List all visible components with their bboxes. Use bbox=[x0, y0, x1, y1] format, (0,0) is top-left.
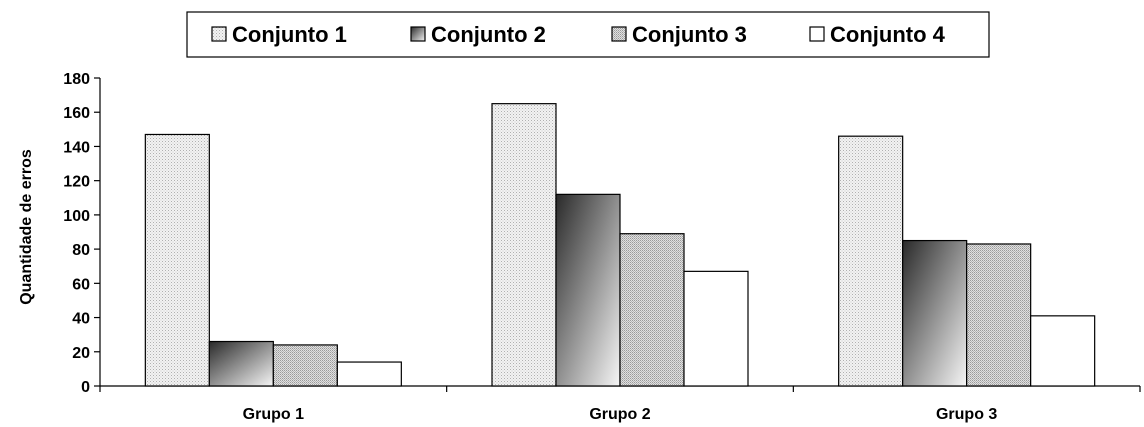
y-axis-title: Quantidade de erros bbox=[18, 149, 35, 305]
x-category-label: Grupo 2 bbox=[589, 406, 650, 423]
legend-swatch bbox=[211, 26, 227, 42]
legend-swatch bbox=[809, 26, 825, 42]
x-axis: Grupo 1 Grupo 2 Grupo 3 bbox=[99, 385, 1141, 423]
bar bbox=[208, 340, 274, 387]
bar bbox=[1030, 315, 1096, 387]
legend-label: Conjunto 2 bbox=[431, 22, 546, 47]
bar bbox=[144, 133, 210, 387]
legend-swatch bbox=[611, 26, 627, 42]
bars bbox=[144, 103, 1096, 387]
y-tick-label: 120 bbox=[63, 174, 90, 191]
bar bbox=[491, 103, 557, 387]
bar bbox=[555, 193, 621, 387]
y-tick-label: 180 bbox=[63, 71, 90, 88]
y-tick-label: 20 bbox=[72, 345, 90, 362]
y-tick-label: 160 bbox=[63, 105, 90, 122]
legend-label: Conjunto 4 bbox=[830, 22, 946, 47]
legend-swatch bbox=[410, 26, 426, 42]
y-tick-label: 40 bbox=[72, 311, 90, 328]
y-axis: 0 20 40 60 80 100 120 140 160 180 bbox=[63, 71, 101, 396]
legend: Conjunto 1 Conjunto 2 Conjunto 3 Conjunto 4 bbox=[186, 11, 990, 58]
legend-label: Conjunto 1 bbox=[232, 22, 347, 47]
y-tick-label: 140 bbox=[63, 139, 90, 156]
bar bbox=[902, 239, 968, 387]
x-category-label: Grupo 1 bbox=[243, 406, 304, 423]
y-tick-label: 80 bbox=[72, 242, 90, 259]
bar bbox=[619, 233, 685, 387]
legend-label: Conjunto 3 bbox=[632, 22, 747, 47]
bar bbox=[272, 344, 338, 387]
bar bbox=[966, 243, 1032, 387]
y-tick-label: 0 bbox=[81, 379, 90, 396]
y-tick-label: 60 bbox=[72, 276, 90, 293]
x-category-label: Grupo 3 bbox=[936, 406, 997, 423]
bar bbox=[336, 361, 402, 387]
legend-box bbox=[186, 11, 990, 58]
bar bbox=[683, 270, 749, 387]
bar bbox=[838, 135, 904, 387]
y-tick-label: 100 bbox=[63, 208, 90, 225]
